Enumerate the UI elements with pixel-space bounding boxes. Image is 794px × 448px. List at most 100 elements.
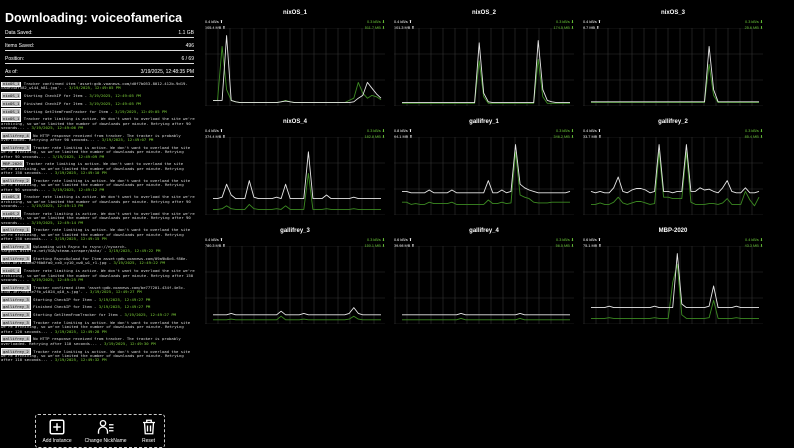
log-entry: gallifrey_4 No HTTP response received fr… xyxy=(1,131,197,143)
log-source-badge: gallifrey_3 xyxy=(1,255,31,263)
trash-icon xyxy=(142,419,155,435)
up-rate: 0.4 kB/s ⬆ xyxy=(205,129,223,133)
log-timestamp: 3/19/2025, 12:49:22 PM xyxy=(113,260,165,266)
log-timestamp: 3/19/2025, 12:49:27 PM xyxy=(98,304,151,310)
down-rate: 0.3 kB/s ⬇ xyxy=(367,129,385,133)
log-entry: gallifrey_3 Tracker rate limiting is act… xyxy=(1,143,197,159)
stat-row: Position: 6 / 69 xyxy=(5,56,194,64)
download-series-line xyxy=(213,315,381,321)
log-source-badge: nixOS_1 xyxy=(1,82,22,87)
traffic-chart xyxy=(205,137,385,215)
up-rate: 0.4 kB/s ⬆ xyxy=(583,129,601,133)
log-message: Tracker rate limiting is active. We don'… xyxy=(1,161,184,176)
instance-name: MBP-2020 xyxy=(658,228,688,234)
log-source-badge: nixOS_1 xyxy=(1,115,22,123)
log-source-badge: gallifrey_4 xyxy=(1,131,31,139)
traffic-chart xyxy=(394,137,574,215)
status-sidebar: Downloading: voiceofamerica Data Saved: 1… xyxy=(0,0,200,448)
log-entry: nixOS_4 Tracker rate limiting is active.… xyxy=(1,267,197,282)
traffic-chart xyxy=(394,246,574,324)
traffic-chart xyxy=(205,246,385,324)
log-source-badge: gallifrey_1 xyxy=(1,226,31,234)
log-source-badge: gallifrey_3 xyxy=(1,311,31,319)
log-message: Finished CheckIP for Item - xyxy=(33,304,97,310)
log-timestamp: 3/19/2025, 12:49:30 PM xyxy=(104,340,156,346)
log-timestamp: 3/19/2025, 12:49:05 PM xyxy=(68,85,121,91)
log-timestamp: 3/19/2025, 12:49:13 PM xyxy=(31,203,83,209)
upload-series-line xyxy=(213,35,382,104)
log-timestamp: 3/19/2025, 12:49:07 PM xyxy=(101,137,154,143)
down-rate: 0.3 kB/s ⬇ xyxy=(367,238,385,242)
stat-label: As of: xyxy=(5,69,18,75)
instance-panel-nixOS_1: nixOS_1 0.4 kB/s ⬆ 105.4 MB ⬆ 0.3 kB/s ⬇ 511… xyxy=(205,10,385,115)
log-timestamp: 3/19/2025, 12:49:27 PM xyxy=(98,296,151,302)
log-source-badge: nixOS_2 xyxy=(1,209,22,217)
log-source-badge: gallifrey_3 xyxy=(1,318,31,326)
down-rate: 0.3 kB/s ⬇ xyxy=(556,20,574,24)
stat-value: 6 / 69 xyxy=(181,56,194,62)
log-timestamp: 3/19/2025, 12:49:05 PM xyxy=(89,93,141,99)
download-series-line xyxy=(213,45,382,104)
up-rate: 0.6 kB/s ⬆ xyxy=(394,238,412,242)
instance-name: gallifrey_3 xyxy=(280,228,310,234)
up-rate: 0.4 kB/s ⬆ xyxy=(205,20,223,24)
log-source-badge: nixOS_1 xyxy=(1,92,22,100)
stat-row: As of: 3/19/2025, 12:48:35 PM xyxy=(5,69,194,77)
log-source-badge: nixOS_4 xyxy=(1,267,22,275)
traffic-chart xyxy=(583,137,763,215)
log-message: Tracker confirmed item 'asset:gdb.voanew… xyxy=(1,82,188,91)
instance-panel-gallifrey_4: gallifrey_4 0.6 kB/s ⬆ 39.98 MB ⬆ 0.3 kB/s … xyxy=(394,228,574,333)
log-entry: gallifrey_1 Tracker rate limiting is act… xyxy=(1,226,197,241)
log-timestamp: 3/19/2025, 12:49:25 PM xyxy=(31,276,83,282)
log-message: Starting GetItemFromTracker for Item - xyxy=(33,312,123,318)
add-instance-button[interactable]: Add Instance xyxy=(42,418,72,444)
log-entry: nixOS_1 Tracker confirmed item 'asset:gd… xyxy=(1,82,197,91)
instance-panel-gallifrey_3: gallifrey_3 0.4 kB/s ⬆ 780.3 MB ⬆ 0.3 kB/s … xyxy=(205,228,385,333)
log-panel[interactable]: nixOS_1 Tracker confirmed item 'asset:gd… xyxy=(1,82,197,410)
download-series-line xyxy=(591,151,760,207)
action-label: Add Instance xyxy=(42,438,72,444)
traffic-chart xyxy=(205,28,385,106)
log-entry: MBP-2020 Tracker rate limiting is active… xyxy=(1,160,197,176)
instance-panel-nixOS_4: nixOS_4 0.4 kB/s ⬆ 374.4 MB ⬆ 0.3 kB/s ⬇ 182… xyxy=(205,119,385,224)
traffic-chart xyxy=(583,246,763,324)
log-entry: gallifrey_3 Tracker rate limiting is act… xyxy=(1,318,197,334)
instance-name: gallifrey_4 xyxy=(469,228,499,234)
log-entry: gallifrey_3 Finished CheckIP for Item - … xyxy=(1,303,197,311)
reset-button[interactable]: Reset xyxy=(140,418,158,444)
log-source-badge: gallifrey_2 xyxy=(1,176,31,184)
up-rate: 0.6 kB/s ⬆ xyxy=(583,238,601,242)
up-rate: 0.4 kB/s ⬆ xyxy=(205,238,223,242)
log-message: Uploading with Rsync to rsync://nyxarch-… xyxy=(1,243,127,254)
upload-series-line xyxy=(402,144,571,194)
log-message: No HTTP response received from tracker. … xyxy=(1,336,181,346)
log-message: Tracker rate limiting is active. We don'… xyxy=(1,194,195,209)
upload-series-line xyxy=(402,312,570,316)
up-rate: 0.8 kB/s ⬆ xyxy=(394,129,412,133)
log-source-badge: gallifrey_2 xyxy=(1,347,31,355)
log-message: Tracker rate limiting is active. We don'… xyxy=(1,268,195,282)
log-message: No HTTP response received from tracker. … xyxy=(1,132,181,143)
log-entry: gallifrey_3 Starting RsyncUpload for Ite… xyxy=(1,255,197,266)
instance-panel-MBP-2020: MBP-2020 0.6 kB/s ⬆ 75.1 MB ⬆ 0.4 kB/s ⬇ 43.… xyxy=(583,228,763,333)
log-entry: nixOS_1 Starting CheckIP for Item - 3/19… xyxy=(1,92,197,100)
plus-square-icon xyxy=(49,419,65,435)
log-timestamp: 3/19/2025, 12:49:28 PM xyxy=(54,328,107,334)
log-message: Starting CheckIP for Item - xyxy=(23,93,87,99)
log-entry: nixOS_2 Tracker rate limiting is active.… xyxy=(1,209,197,225)
stat-row: Data Saved: 1.1 GB xyxy=(5,30,194,38)
log-timestamp: 3/19/2025, 12:49:06 PM xyxy=(31,125,83,131)
instance-name: nixOS_4 xyxy=(282,119,307,125)
down-rate: 0.3 kB/s ⬇ xyxy=(745,129,763,133)
instance-name: gallifrey_2 xyxy=(658,119,688,125)
log-timestamp: 3/19/2025, 12:49:09 PM xyxy=(52,153,105,159)
change-nickname-button[interactable]: Change NickName xyxy=(85,418,127,444)
log-entry: nixOS_1 Starting GetItemFromTracker for … xyxy=(1,107,197,115)
instance-name: nixOS_1 xyxy=(282,10,307,16)
instance-panel-gallifrey_2: gallifrey_2 0.4 kB/s ⬆ 33.7 MB ⬆ 0.3 kB/s ⬇… xyxy=(583,119,763,224)
action-bar: Add Instance Change NickName Reset xyxy=(35,414,165,448)
download-series-line xyxy=(213,172,381,210)
upload-series-line xyxy=(590,144,760,194)
log-source-badge: nixOS_3 xyxy=(1,193,22,201)
log-entry: nixOS_1 Tracker rate limiting is active.… xyxy=(1,115,197,131)
